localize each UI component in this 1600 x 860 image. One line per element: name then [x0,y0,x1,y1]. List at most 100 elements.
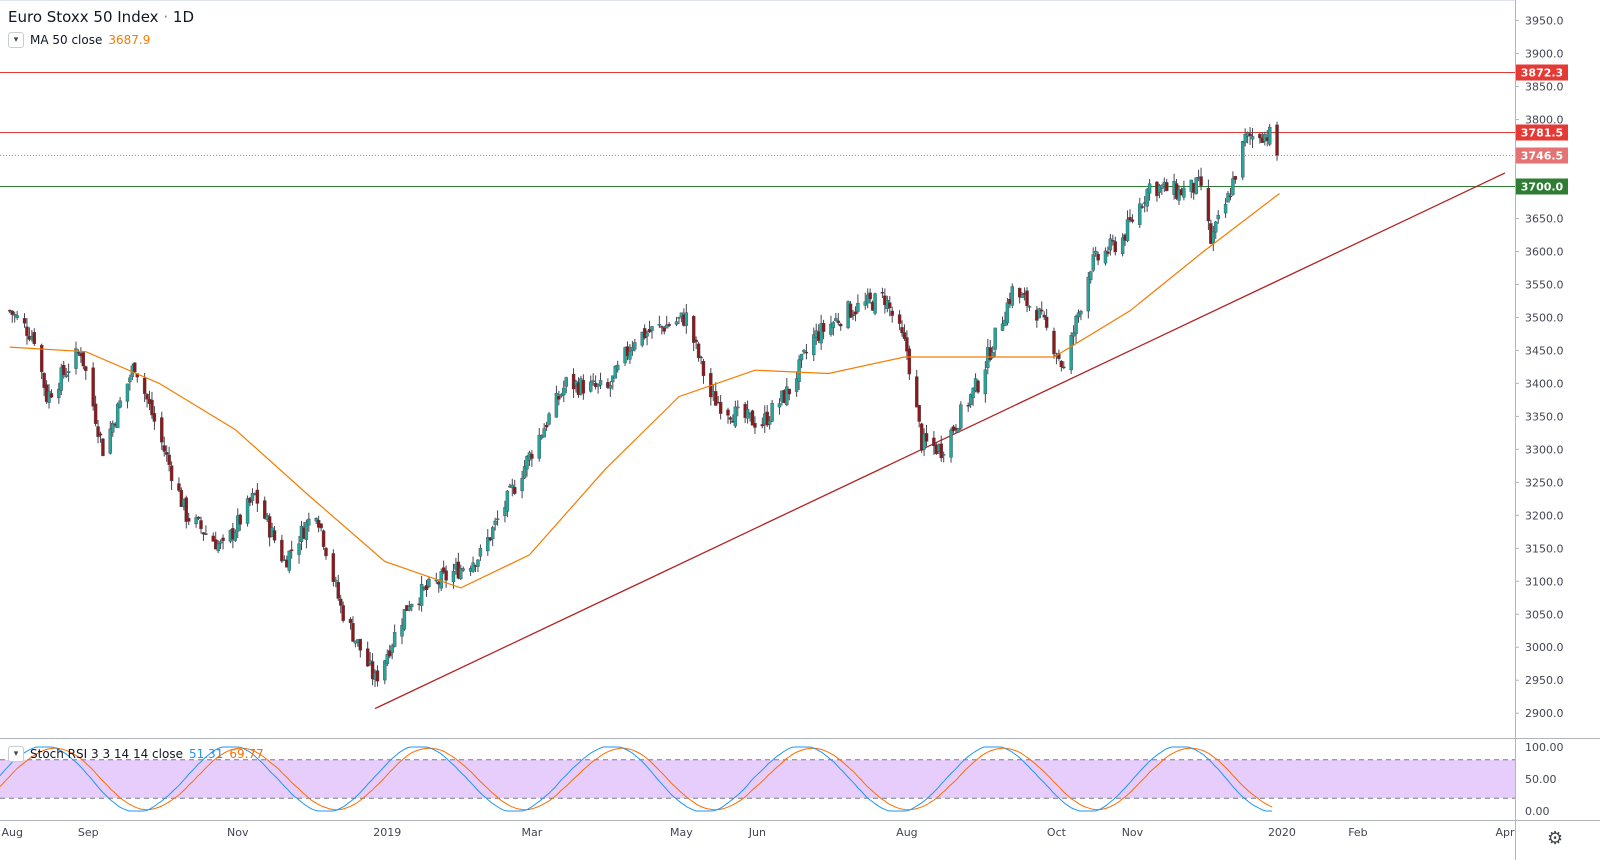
y-tick-label: 3600.0 [1525,245,1564,258]
candle-body [819,323,823,344]
candle-body [348,618,353,624]
ma-50-line [9,193,1280,589]
candle-body [280,539,284,562]
y-tick-label: 3050.0 [1525,608,1564,621]
candle-body [32,332,37,344]
candle-body [76,352,81,354]
candle-body [287,550,291,571]
candle-body [150,399,154,416]
candle-body [917,405,921,422]
y-tick-label: 3450.0 [1525,344,1564,357]
candle-body [562,387,566,396]
trendline [374,172,1506,710]
candle-body [1128,217,1132,221]
title-separator: · [163,8,169,26]
gear-icon[interactable]: ⚙ [1547,828,1564,849]
candle-body [1125,219,1130,242]
candle-body [829,323,833,335]
candle-body [1005,302,1010,324]
candle-body [968,394,973,405]
stoch-rsi-k-value: 51.31 [188,747,224,761]
candle-body [1074,315,1078,335]
candle-body [15,315,19,318]
candle-body [907,348,912,375]
candle-body [608,385,613,389]
candle-body [39,344,44,373]
candle-body [839,323,843,327]
candle-body [1228,195,1233,198]
candle-body [694,339,698,342]
candle-body [385,654,389,665]
chevron-down-icon[interactable]: ▾ [8,746,24,762]
candle-body [375,670,380,682]
candle-body [1241,141,1245,178]
y-tick-label: 3500.0 [1525,311,1564,324]
x-tick-label: Oct [1047,826,1067,839]
chart-title: Euro Stoxx 50 Index · 1D [8,8,194,26]
moving-average-line [9,193,1280,589]
candle-body [331,553,336,582]
candle-body [993,327,997,350]
candle-body [142,377,147,394]
candle-body [873,293,877,314]
candle-body [1106,251,1110,254]
candle-body [169,465,174,482]
candle-body [714,391,718,406]
y-tick-label: 3800.0 [1525,114,1564,127]
candle-body [785,386,789,406]
x-tick-label: Apr [1495,826,1515,839]
candle-body [976,380,980,393]
candle-body [530,453,534,459]
candle-body [949,429,953,458]
candle-body [799,353,804,361]
candle-body [111,422,115,433]
candle-body [1120,237,1125,255]
candle-body [486,537,490,552]
candle-body [74,348,78,369]
candle-body [1243,134,1247,143]
candle-body [334,579,338,582]
candle-body [520,478,524,492]
candle-body [304,522,309,540]
candle-body [902,332,907,339]
candle-body [922,433,926,450]
candle-body [495,518,500,520]
candle-body [427,578,431,587]
candle-body [1130,219,1135,222]
candle-body [701,360,706,377]
candle-body [522,466,527,479]
candle-body [557,396,561,400]
candle-body [272,530,277,541]
candle-body [439,571,443,589]
candle-body [164,452,169,455]
candle-body [767,420,772,425]
candle-body [1231,178,1235,195]
candle-body [684,312,689,326]
horizontal-levels: 3872.3 3781.5 3746.5 3700.0 [0,64,1568,195]
chevron-down-icon[interactable]: ▾ [8,32,24,48]
stoch-rsi-d-line [0,747,1273,811]
candle-body [1248,133,1252,137]
candle-body [797,359,801,382]
candle-body [341,605,345,621]
candle-body [1275,124,1279,156]
candle-body [250,492,255,501]
candle-body [821,322,826,332]
candle-body [93,403,98,424]
candle-body [81,352,86,367]
level-price-label: 3781.5 [1521,127,1563,140]
candle-body [665,324,669,329]
candle-body [733,406,738,427]
candle-body [459,568,463,579]
level-price-label: 3746.5 [1521,150,1563,163]
candle-body [591,380,595,383]
x-tick-label: Nov [1122,826,1144,839]
candle-body [388,650,392,657]
candle-body [1037,308,1041,319]
x-tick-label: Mar [522,826,543,839]
candle-body [667,324,671,326]
candle-body [383,660,387,681]
candle-body [897,314,902,324]
candle-body [64,374,68,377]
